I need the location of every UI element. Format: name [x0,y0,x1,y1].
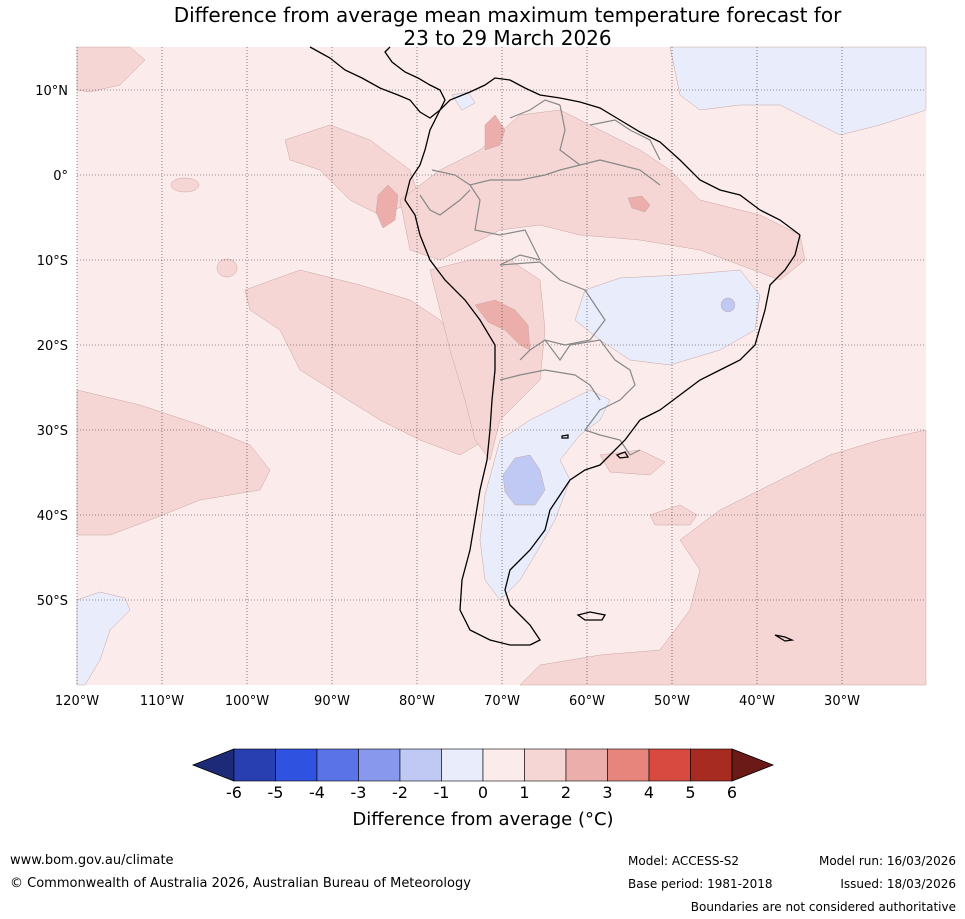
footer-model-run: Model run: 16/03/2026 [818,854,956,868]
colorbar-segment [233,748,276,782]
anomaly-region-north-atlantic-cool [669,46,927,136]
latitude-labels: 10°N 0° 10°S 20°S 30°S 40°S 50°S [35,84,68,609]
colorbar-segment [524,748,567,782]
south-georgia [774,634,795,642]
colorbar-tick-minus5: -5 [268,783,284,802]
lon-label-70w: 70°W [484,694,520,709]
colorbar-segment [275,748,318,782]
anomaly-region-pampas-cold [502,454,546,506]
lat-label-50s: 50°S [37,594,68,609]
anomaly-region-pacific-central [244,269,491,456]
anomaly-region-amazon-warm [627,195,651,213]
colorbar-tick-4: 4 [644,783,654,802]
footer-copyright: © Commonwealth of Australia 2026, Austra… [10,876,471,891]
central-america-coast [309,46,446,119]
country-boundaries [419,99,661,456]
anomaly-region-ecuador-warm [375,184,399,229]
colorbar-tick-1: 1 [519,783,529,802]
lon-label-30w: 30°W [824,694,860,709]
anomaly-region-pacific-west [76,389,271,536]
colorbar-extend-low [191,748,235,782]
colorbar-tick-minus4: -4 [309,783,325,802]
anomaly-region-atlantic-patch [599,449,666,476]
lon-label-120w: 120°W [55,694,99,709]
map-title-line2: 23 to 29 March 2026 [403,26,612,50]
map-gridlines [76,47,926,685]
footer-disclaimer: Boundaries are not considered authoritat… [690,900,956,914]
lon-label-80w: 80°W [399,694,435,709]
lon-label-50w: 50°W [654,694,690,709]
east-coast-south [504,419,641,646]
anomaly-region-south-atlantic-small [649,504,698,526]
colorbar [191,748,775,782]
lat-label-40s: 40°S [37,509,68,524]
anomaly-region-brazil-cold [720,297,736,313]
footer-website[interactable]: www.bom.gov.au/climate [10,853,174,868]
footer-issued: Issued: 18/03/2026 [840,877,956,891]
pacific-coast [404,109,530,646]
colorbar-tick-3: 3 [602,783,612,802]
colorbar-tick-minus2: -2 [392,783,408,802]
colorbar-tick-minus1: -1 [434,783,450,802]
colorbar-tick-2: 2 [561,783,571,802]
lon-label-110w: 110°W [140,694,184,709]
longitude-labels: 120°W 110°W 100°W 90°W 80°W 70°W 60°W 50… [55,694,860,709]
colorbar-segment [358,748,401,782]
colorbar-segment [648,748,691,782]
map-title: Difference from average mean maximum tem… [0,4,965,50]
colorbar-segment [607,748,650,782]
colorbar-tick-minus3: -3 [351,783,367,802]
lon-label-90w: 90°W [314,694,350,709]
lon-label-60w: 60°W [569,694,605,709]
colorbar-segment [482,748,525,782]
colorbar-tick-0: 0 [478,783,488,802]
footer-model: Model: ACCESS-S2 [628,854,740,868]
colorbar-extend-high [731,748,775,782]
anomaly-region-brazil-cool [574,269,761,366]
coastlines [309,46,801,646]
anomaly-region-atlantic-south [519,429,927,686]
colorbar-tick-minus6: -6 [226,783,242,802]
footer-base-period: Base period: 1981-2018 [628,877,773,891]
colorbar-ticks: -6 -5 -4 -3 -2 -1 0 1 2 3 4 5 6 [226,783,737,802]
falkland-islands [576,611,607,621]
anomaly-contours [76,46,927,686]
colorbar-segment [316,748,359,782]
lat-label-0: 0° [53,169,68,184]
anomaly-region-galapagos [170,177,200,193]
northeast-brazil-coast [639,234,801,421]
lon-label-100w: 100°W [225,694,269,709]
colorbar-tick-6: 6 [727,783,737,802]
north-coast [439,77,801,236]
anomaly-region-small-pacific [216,258,238,278]
lat-label-20s: 20°S [37,339,68,354]
lon-label-40w: 40°W [739,694,775,709]
lat-label-10n: 10°N [35,84,68,99]
colorbar-segment [441,748,484,782]
colorbar-title: Difference from average (°C) [352,809,614,830]
colorbar-segment [399,748,442,782]
map-title-line1: Difference from average mean maximum tem… [173,3,842,27]
anomaly-region-southwest-cool [76,591,131,686]
anomaly-region-colombia-warm [484,114,506,151]
colorbar-segment [565,748,608,782]
anomaly-region-northwest-sa [399,109,806,281]
lat-label-10s: 10°S [37,254,68,269]
colorbar-tick-5: 5 [685,783,695,802]
lat-label-30s: 30°S [37,424,68,439]
colorbar-segment [690,748,733,782]
